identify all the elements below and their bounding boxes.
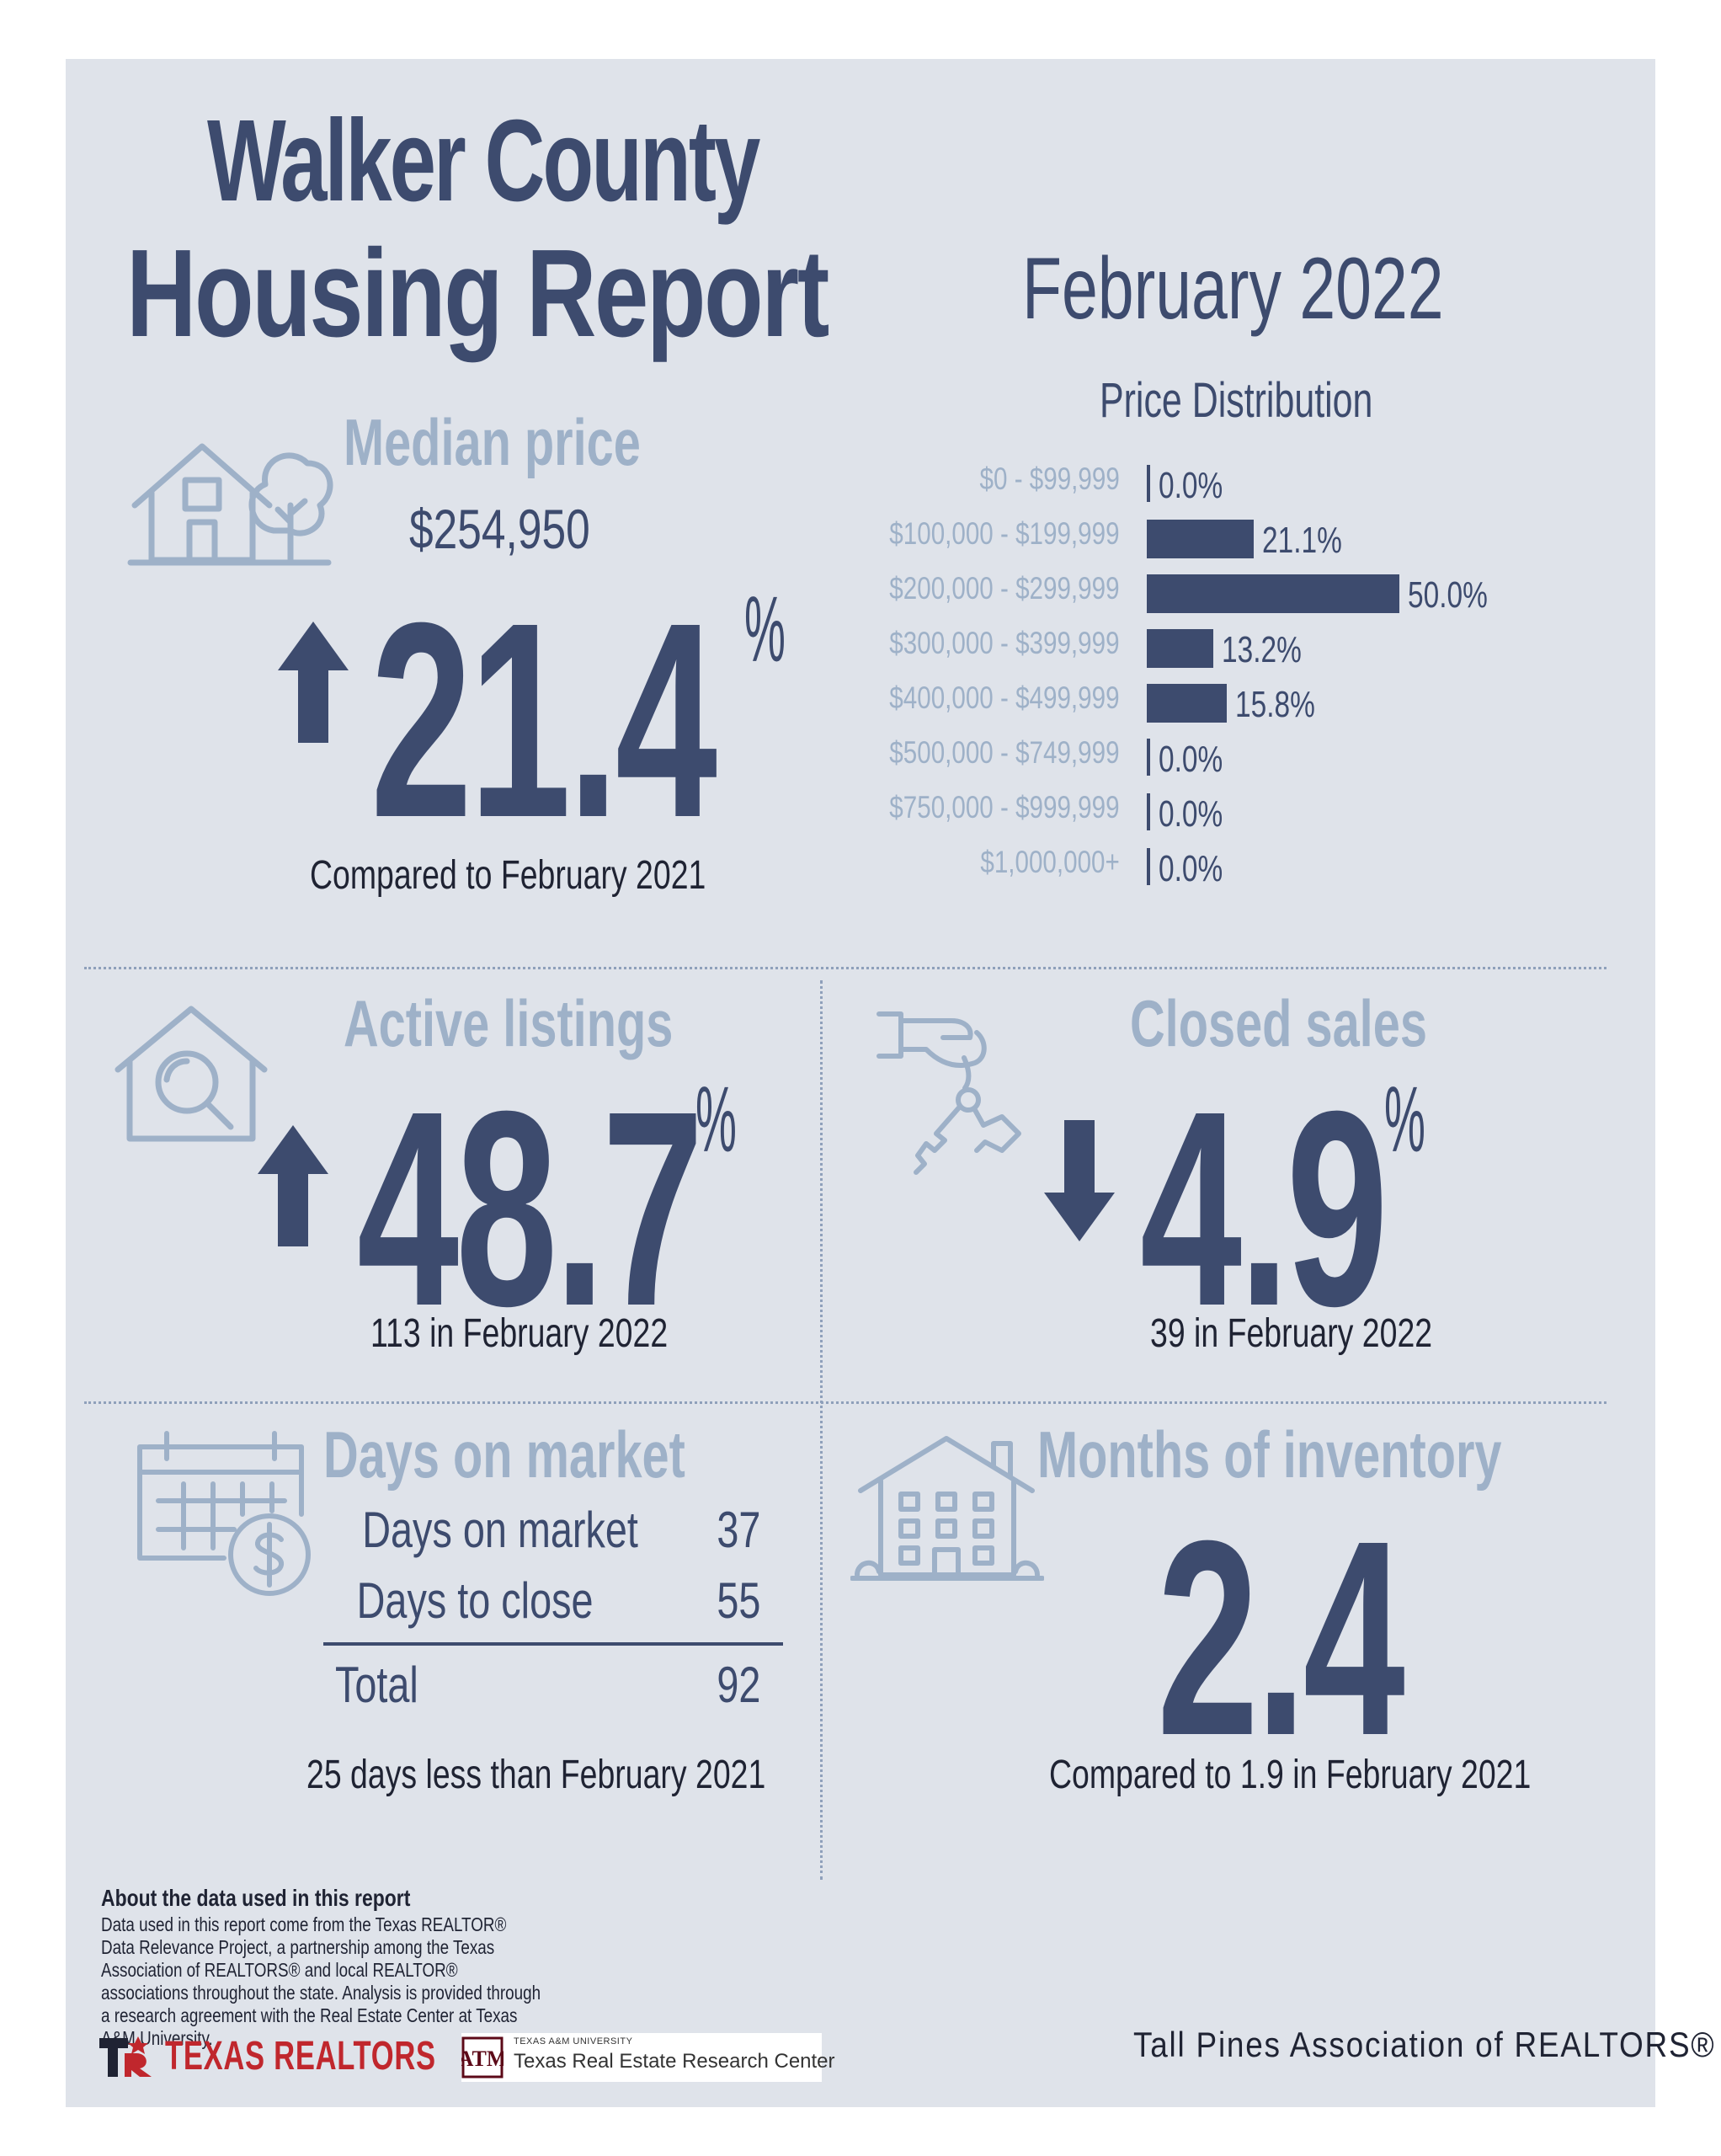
price-distribution-bar [1147,574,1399,613]
price-distribution-bar [1147,629,1213,668]
price-distribution-value: 0.0% [1159,465,1223,506]
price-distribution-value: 0.0% [1159,793,1223,835]
price-distribution-bar [1147,684,1227,723]
median-compare-text: Compared to February 2021 [310,853,706,898]
inventory-sub-text: Compared to 1.9 in February 2021 [1049,1753,1532,1797]
hand-keys-icon [876,1011,1021,1175]
days-on-market-label: Days on market [362,1502,638,1558]
price-range-label: $400,000 - $499,999 [889,680,1120,715]
divider-vertical [820,980,823,1880]
inventory-value: 2.4 [1157,1482,1405,1793]
price-distribution-row: $100,000 - $199,999 21.1% [842,515,1600,565]
days-total-rule [323,1642,783,1646]
price-distribution-value: 0.0% [1159,848,1223,889]
price-range-label: $500,000 - $749,999 [889,735,1120,770]
price-range-label: $0 - $99,999 [979,462,1120,496]
closed-percent-sign: % [1384,1068,1425,1171]
apartment-building-icon [850,1436,1044,1581]
price-distribution-row: $400,000 - $499,999 15.8% [842,679,1600,729]
report-month: February 2022 [1022,240,1444,338]
arrow-down-icon [1044,1120,1115,1241]
price-distribution-row: $200,000 - $299,999 50.0% [842,569,1600,620]
price-distribution-chart: $0 - $99,999 0.0% $100,000 - $199,999 21.1%… [842,460,1600,898]
house-search-icon [115,1006,268,1142]
association-name: Tall Pines Association of REALTORS® [1133,2025,1716,2064]
tamu-research-center-logo: ATM TEXAS A&M UNIVERSITY Texas Real Esta… [461,2033,835,2082]
price-distribution-value: 0.0% [1159,739,1223,780]
price-distribution-value: 50.0% [1408,574,1488,616]
inventory-heading: Months of inventory [1037,1417,1502,1492]
report-panel [66,59,1655,2107]
price-distribution-value: 13.2% [1222,629,1302,670]
report-title-line2: Housing Report [126,224,829,363]
days-heading: Days on market [323,1417,685,1492]
price-distribution-row: $0 - $99,999 0.0% [842,460,1600,510]
price-distribution-row: $750,000 - $999,999 0.0% [842,788,1600,839]
days-to-close-value: 55 [717,1572,761,1629]
price-distribution-zero-bar [1147,848,1150,885]
median-percent-sign: % [744,578,786,681]
days-sub-text: 25 days less than February 2021 [306,1753,766,1797]
report-title-line1: Walker County [207,96,760,226]
about-title: About the data used in this report [101,1885,411,1911]
price-distribution-title: Price Distribution [1100,373,1373,428]
arrow-up-icon [258,1125,328,1246]
calendar-dollar-icon [137,1431,311,1596]
closed-sales-heading: Closed sales [1130,986,1427,1060]
closed-sub-text: 39 in February 2022 [1150,1311,1433,1356]
tamu-small-label: TEXAS A&M UNIVERSITY [514,2036,633,2047]
divider-top [84,967,1606,969]
price-distribution-row: $500,000 - $749,999 0.0% [842,734,1600,784]
price-distribution-zero-bar [1147,465,1150,502]
closed-change-value: 4.9 [1140,1053,1388,1364]
price-distribution-zero-bar [1147,793,1150,830]
tamu-mark-icon: ATM [461,2036,504,2079]
active-sub-text: 113 in February 2022 [370,1311,669,1356]
price-range-label: $300,000 - $399,999 [889,626,1120,660]
median-change-value: 21.4 [370,564,717,875]
divider-middle [84,1401,1606,1404]
active-listings-heading: Active listings [344,986,674,1060]
texas-realtors-logo-icon [99,2036,152,2077]
median-price-value: $254,950 [409,498,590,560]
texas-realtors-wordmark: TEXAS REALTORS [165,2034,436,2079]
about-text: Data used in this report come from the T… [101,1913,541,2049]
price-range-label: $100,000 - $199,999 [889,516,1120,551]
house-tree-icon [127,443,333,566]
price-distribution-bar [1147,520,1254,558]
price-range-label: $1,000,000+ [980,845,1120,879]
price-range-label: $750,000 - $999,999 [889,790,1120,825]
days-total-value: 92 [717,1657,761,1713]
days-total-label: Total [334,1657,418,1713]
price-range-label: $200,000 - $299,999 [889,571,1120,606]
arrow-up-icon [278,622,349,743]
price-distribution-zero-bar [1147,739,1150,776]
tamu-center-name: Texas Real Estate Research Center [514,2050,835,2073]
active-change-value: 48.7 [357,1053,704,1364]
active-percent-sign: % [695,1068,737,1171]
days-to-close-label: Days to close [356,1572,594,1629]
days-on-market-value: 37 [717,1502,761,1558]
svg-text:ATM: ATM [461,2047,504,2071]
price-distribution-value: 21.1% [1262,520,1342,561]
price-distribution-row: $1,000,000+ 0.0% [842,843,1600,894]
price-distribution-row: $300,000 - $399,999 13.2% [842,624,1600,675]
median-price-heading: Median price [344,405,641,479]
price-distribution-value: 15.8% [1235,684,1315,725]
